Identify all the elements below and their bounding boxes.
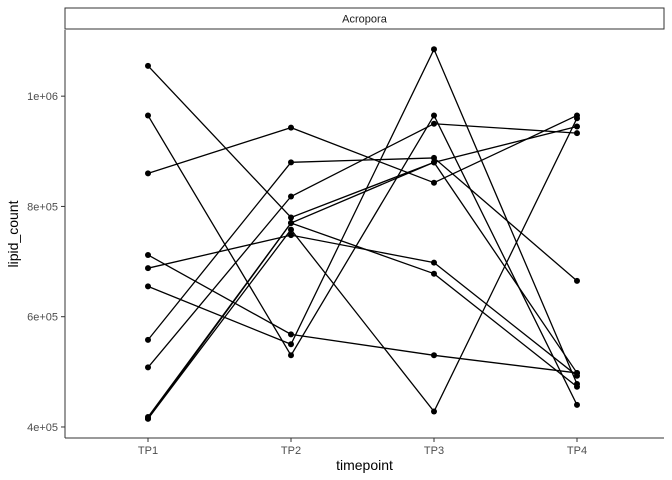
data-point (574, 401, 580, 408)
data-point (431, 259, 437, 266)
data-point (288, 193, 294, 200)
data-point (431, 270, 437, 277)
data-point (431, 408, 437, 415)
data-point (574, 115, 580, 122)
series-line-8 (147, 123, 578, 368)
facet-strip-label: Acropora (342, 14, 388, 26)
y-tick-label: 1e+06 (27, 91, 58, 103)
y-axis-title: lipid_count (5, 200, 21, 267)
data-point (145, 251, 151, 258)
data-point (574, 277, 580, 284)
data-point (431, 46, 437, 53)
series-lines (147, 47, 578, 420)
data-point (431, 159, 437, 166)
data-point (288, 232, 294, 239)
data-point (431, 120, 437, 127)
data-point (574, 130, 580, 137)
data-point (145, 283, 151, 290)
series-line-1 (147, 65, 578, 219)
series-line-11 (147, 161, 578, 420)
x-axis-ticks: TP1 TP2 TP3 TP4 (138, 438, 587, 457)
plot-panel (65, 30, 664, 438)
data-point (145, 336, 151, 343)
y-axis-ticks: 4e+05 6e+05 8e+05 1e+06 (27, 91, 65, 434)
x-tick-label: TP3 (424, 445, 444, 457)
facet-strip (64, 7, 665, 30)
data-point (431, 352, 437, 359)
data-point (288, 352, 294, 359)
y-tick-label: 8e+05 (27, 201, 58, 213)
data-point (288, 214, 294, 221)
series-points (145, 46, 580, 422)
series-line-10 (147, 117, 578, 420)
series-line-3 (147, 114, 578, 184)
y-tick-label: 4e+05 (27, 422, 58, 434)
data-point (145, 62, 151, 69)
data-point (574, 369, 580, 376)
data-point (288, 159, 294, 166)
data-point (288, 331, 294, 338)
data-point (288, 226, 294, 233)
data-point (145, 112, 151, 119)
series-line-4 (147, 254, 578, 374)
data-point (288, 341, 294, 348)
data-point (288, 124, 294, 131)
data-point (574, 123, 580, 130)
x-tick-label: TP2 (281, 445, 301, 457)
data-point (145, 415, 151, 422)
data-point (145, 170, 151, 177)
series-line-6 (147, 47, 578, 385)
data-point (288, 219, 294, 226)
series-line-2 (147, 114, 578, 406)
y-tick-label: 6e+05 (27, 312, 58, 324)
x-tick-label: TP4 (567, 445, 587, 457)
data-point (431, 154, 437, 161)
data-point (431, 179, 437, 186)
x-axis-title: timepoint (336, 457, 393, 473)
data-point (145, 265, 151, 272)
data-point (431, 112, 437, 119)
data-point (145, 364, 151, 371)
x-tick-label: TP1 (138, 445, 158, 457)
data-point (574, 383, 580, 390)
